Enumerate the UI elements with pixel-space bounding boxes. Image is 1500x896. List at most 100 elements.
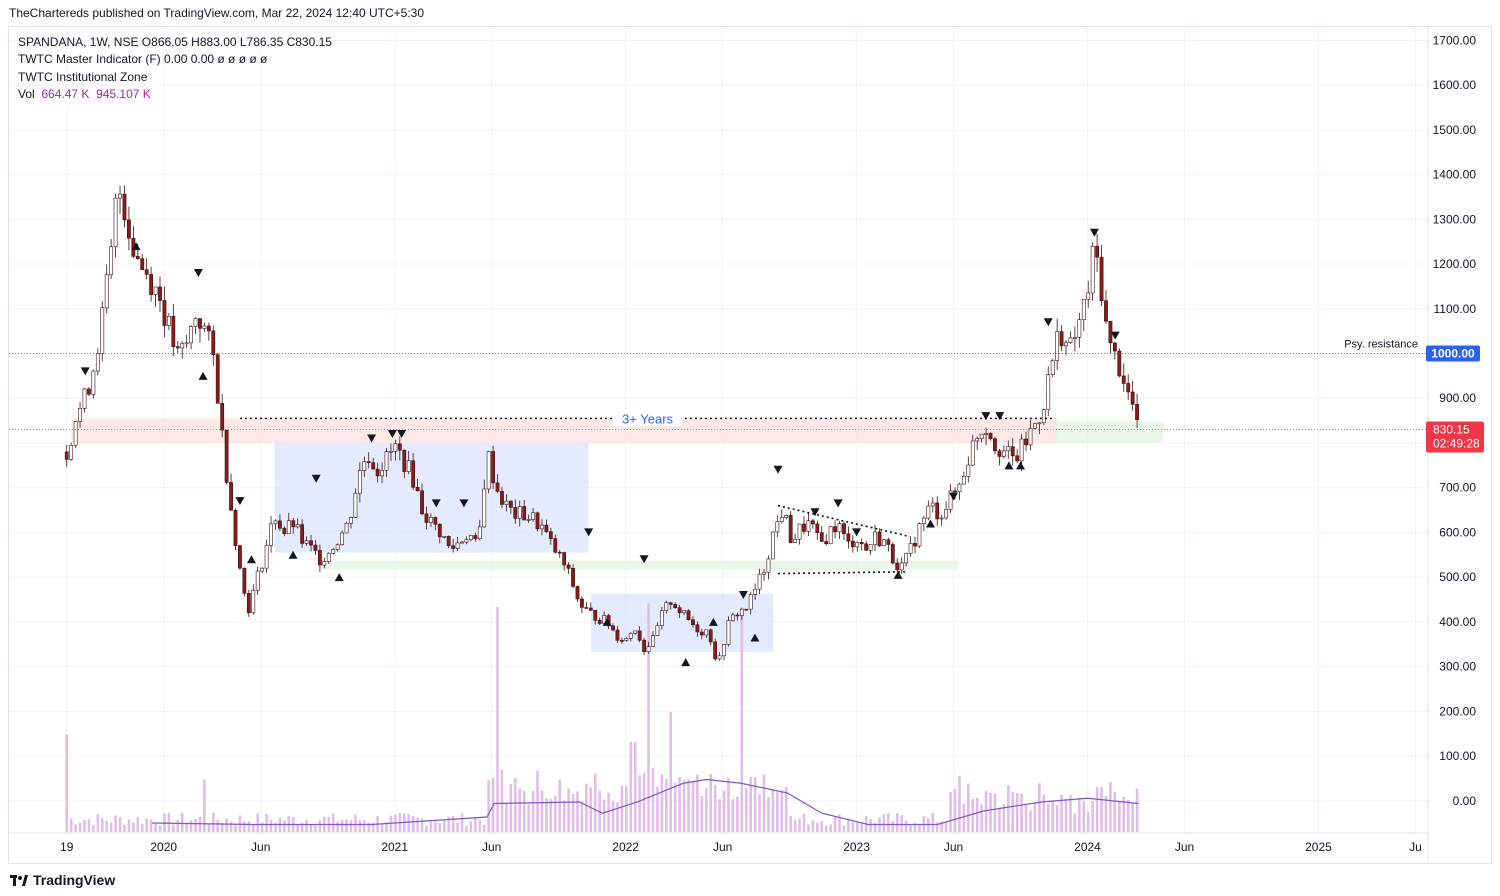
candle-down — [473, 535, 478, 539]
indicator-zone[interactable]: TWTC Institutional Zone — [18, 69, 148, 84]
volume-bar — [660, 774, 664, 832]
volume-bar — [100, 818, 104, 832]
footer-brand[interactable]: TradingView — [10, 868, 115, 892]
candle-down — [619, 640, 624, 642]
volume-bar — [1033, 802, 1037, 832]
y-tick-label: 100.00 — [1439, 749, 1476, 763]
volume-bar — [749, 777, 752, 832]
volume-bar — [593, 773, 597, 832]
candle-up — [322, 561, 327, 566]
candle-up — [1028, 427, 1033, 446]
candle-down — [935, 502, 940, 520]
volume-bar — [1015, 793, 1019, 832]
candle-up — [1055, 331, 1060, 361]
green-zone — [320, 560, 959, 570]
candle-down — [802, 523, 806, 532]
candle-up — [1019, 438, 1024, 462]
indicator-master[interactable]: TWTC Master Indicator (F) 0.00 0.00 ø ø … — [18, 52, 268, 67]
candle-down — [833, 526, 837, 533]
volume-bar — [571, 793, 575, 832]
volume-legend[interactable]: Vol 664.47 K 945.107 K — [18, 86, 332, 103]
volume-bar — [567, 788, 570, 832]
volume-bar — [918, 824, 921, 832]
sell-marker-icon — [639, 555, 649, 564]
candle-up — [1086, 292, 1091, 300]
candle-down — [522, 506, 527, 521]
candle-up — [540, 524, 544, 530]
volume-bar — [522, 790, 526, 832]
volume-bar — [656, 786, 659, 832]
volume-bar — [65, 734, 69, 832]
volume-bar — [798, 818, 801, 832]
volume-bar — [740, 607, 744, 832]
candle-up — [340, 532, 344, 546]
volume-bar — [1046, 803, 1050, 832]
resistance-tag-bg — [1426, 345, 1480, 362]
candle-down — [451, 545, 456, 549]
sell-marker-icon — [584, 528, 594, 537]
candle-up — [655, 625, 660, 636]
volume-bar — [1069, 794, 1072, 832]
overlays-layer: Psy. resistance 3+ Years — [9, 339, 1427, 575]
volume-bar — [1024, 804, 1028, 832]
volume-bar — [229, 821, 233, 832]
x-tick-label: 2025 — [1305, 840, 1332, 854]
volume-bar — [438, 823, 442, 832]
volume-bar — [1131, 803, 1134, 832]
candle-up — [193, 318, 198, 327]
candle-down — [375, 468, 380, 477]
volume-bar — [1135, 788, 1139, 832]
sell-marker-icon — [193, 269, 203, 278]
candle-down — [864, 543, 869, 551]
candle-up — [1081, 299, 1086, 320]
volume-bar — [940, 821, 943, 832]
volume-bar — [1020, 793, 1023, 832]
x-axis[interactable]: 19 2020 Jun 2021 Jun 2022 Jun 2023 Jun 2024 Jun 202… — [9, 832, 1428, 854]
candle-up — [1041, 409, 1046, 424]
volume-bar — [1064, 798, 1068, 832]
candle-up — [531, 512, 535, 520]
candle-up — [757, 573, 762, 590]
volume-bar — [1091, 800, 1094, 832]
volume-ma-line — [152, 778, 1139, 826]
candle-down — [278, 520, 282, 529]
x-tick-label: Jun — [251, 840, 270, 854]
volume-bar — [638, 775, 641, 832]
candle-down — [575, 586, 580, 600]
candle-up — [726, 620, 731, 645]
resistance-label: Psy. resistance — [1344, 339, 1418, 351]
candle-up — [1072, 337, 1077, 339]
candle-down — [953, 490, 957, 493]
sell-marker-icon — [981, 412, 991, 421]
volume-bar — [118, 817, 122, 832]
candle-up — [828, 526, 833, 545]
volume-bar — [558, 779, 562, 832]
volume-bar — [96, 814, 100, 832]
buy-marker-icon — [1004, 461, 1014, 470]
candle-down — [846, 533, 851, 542]
volume-bar — [727, 778, 730, 832]
candle-up — [429, 517, 433, 523]
sell-marker-icon — [833, 499, 843, 508]
candle-down — [162, 300, 167, 326]
volume-bar — [531, 790, 535, 832]
x-tick-label: Jun — [482, 840, 501, 854]
candle-down — [211, 330, 216, 355]
volume-bar — [92, 824, 95, 832]
candle-up — [349, 517, 353, 524]
symbol-ohlc-line[interactable]: SPANDANA, 1W, NSE O866.05 H883.00 L786.3… — [18, 35, 332, 49]
volume-bar — [1078, 797, 1081, 832]
triangle-line — [777, 504, 908, 537]
volume-bar — [771, 790, 775, 832]
candle-down — [433, 517, 438, 525]
volume-bar — [256, 813, 260, 832]
candle-down — [122, 193, 127, 221]
chart-frame[interactable] — [8, 26, 1492, 864]
candle-down — [437, 523, 442, 538]
candle-down — [171, 315, 176, 347]
y-tick-label: 1600.00 — [1433, 78, 1477, 92]
volume-bar — [1122, 796, 1126, 832]
blue-zone — [274, 442, 589, 553]
volume-bar — [909, 824, 912, 832]
